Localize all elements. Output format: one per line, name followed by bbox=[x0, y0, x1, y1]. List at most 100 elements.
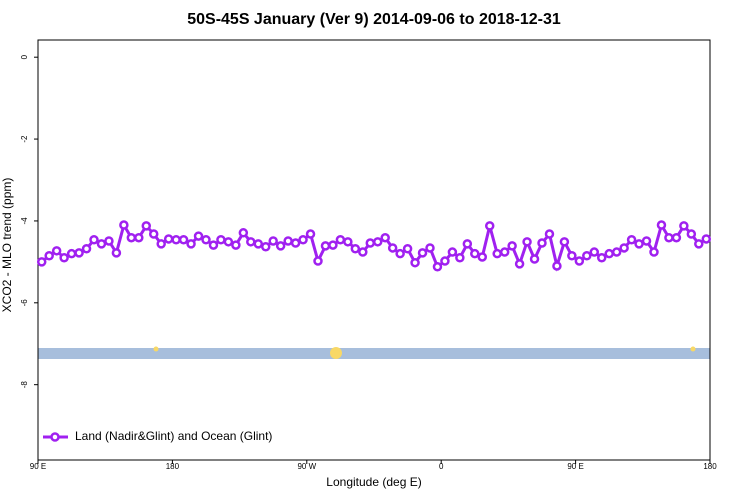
point bbox=[313, 256, 323, 266]
point bbox=[701, 234, 712, 244]
y-axis-label: XCO2 - MLO trend (ppm) bbox=[0, 178, 14, 313]
point bbox=[492, 248, 502, 259]
point bbox=[268, 236, 278, 246]
point bbox=[596, 253, 607, 263]
point bbox=[66, 248, 77, 259]
point bbox=[484, 221, 495, 231]
point bbox=[305, 229, 316, 239]
point bbox=[432, 262, 443, 272]
point bbox=[574, 256, 585, 266]
point bbox=[74, 248, 84, 258]
point bbox=[395, 248, 405, 259]
point bbox=[343, 237, 353, 247]
point bbox=[201, 235, 211, 245]
point bbox=[582, 250, 592, 261]
point bbox=[387, 243, 398, 253]
point bbox=[111, 248, 122, 258]
point bbox=[656, 220, 667, 230]
point bbox=[417, 248, 428, 258]
point bbox=[44, 250, 54, 261]
point bbox=[544, 229, 555, 239]
point bbox=[89, 235, 99, 245]
point bbox=[81, 244, 92, 254]
point bbox=[96, 239, 107, 249]
point bbox=[320, 241, 331, 251]
point bbox=[328, 240, 338, 250]
point bbox=[148, 229, 159, 239]
point bbox=[36, 257, 47, 267]
y-tick-label: -2 bbox=[20, 135, 29, 143]
point bbox=[51, 246, 62, 256]
point bbox=[604, 248, 614, 259]
point bbox=[477, 252, 488, 262]
x-tick-label: 180 bbox=[166, 462, 180, 471]
point bbox=[275, 241, 286, 251]
point bbox=[679, 221, 689, 231]
point bbox=[686, 229, 697, 239]
point bbox=[186, 239, 196, 249]
point bbox=[119, 220, 129, 230]
point bbox=[470, 248, 480, 259]
surface-band bbox=[38, 348, 710, 359]
surface-spot bbox=[153, 346, 159, 352]
legend-label: Land (Nadir&Glint) and Ocean (Glint) bbox=[75, 429, 272, 443]
point bbox=[402, 244, 413, 254]
point bbox=[462, 239, 473, 249]
point bbox=[104, 236, 114, 246]
point bbox=[208, 240, 219, 250]
chart-title: 50S-45S January (Ver 9) 2014-09-06 to 20… bbox=[187, 11, 561, 28]
point bbox=[499, 247, 510, 257]
x-tick-label: 90 E bbox=[567, 462, 583, 471]
x-axis-label: Longitude (deg E) bbox=[326, 475, 421, 489]
point bbox=[156, 239, 166, 249]
point bbox=[260, 241, 271, 252]
point bbox=[126, 232, 137, 243]
y-tick-label: -8 bbox=[20, 381, 29, 389]
point bbox=[552, 261, 562, 271]
legend-marker bbox=[50, 432, 60, 442]
point bbox=[290, 238, 301, 248]
point bbox=[537, 238, 547, 248]
point bbox=[171, 235, 181, 245]
point bbox=[380, 232, 390, 243]
point bbox=[141, 221, 152, 231]
point bbox=[283, 236, 293, 246]
point bbox=[425, 243, 435, 253]
point bbox=[410, 257, 420, 268]
point bbox=[178, 235, 189, 245]
point bbox=[611, 247, 622, 257]
point bbox=[507, 241, 517, 251]
point bbox=[253, 239, 264, 249]
surface-spot bbox=[690, 346, 696, 352]
point bbox=[447, 247, 458, 257]
x-tick-label: 90 E bbox=[30, 462, 46, 471]
point bbox=[59, 253, 69, 263]
x-tick-label: 0 bbox=[439, 462, 444, 471]
point bbox=[350, 244, 361, 254]
point bbox=[365, 238, 376, 248]
point bbox=[134, 232, 144, 243]
x-tick-label: 90 W bbox=[297, 462, 316, 471]
point bbox=[238, 228, 249, 238]
point bbox=[455, 253, 465, 263]
point bbox=[246, 237, 256, 247]
point bbox=[335, 235, 346, 245]
point bbox=[223, 237, 234, 247]
plot-frame bbox=[37, 39, 711, 461]
point bbox=[694, 239, 704, 249]
point bbox=[671, 232, 682, 243]
y-tick-label: -4 bbox=[20, 217, 29, 225]
y-tick-label: -6 bbox=[20, 299, 29, 307]
point bbox=[193, 231, 204, 241]
point bbox=[163, 234, 174, 244]
point bbox=[440, 256, 450, 266]
point bbox=[514, 259, 525, 269]
point bbox=[298, 235, 308, 245]
point bbox=[649, 247, 659, 257]
point bbox=[634, 239, 644, 249]
point bbox=[529, 254, 540, 264]
point bbox=[641, 236, 652, 246]
point bbox=[589, 247, 600, 257]
point bbox=[559, 237, 570, 247]
